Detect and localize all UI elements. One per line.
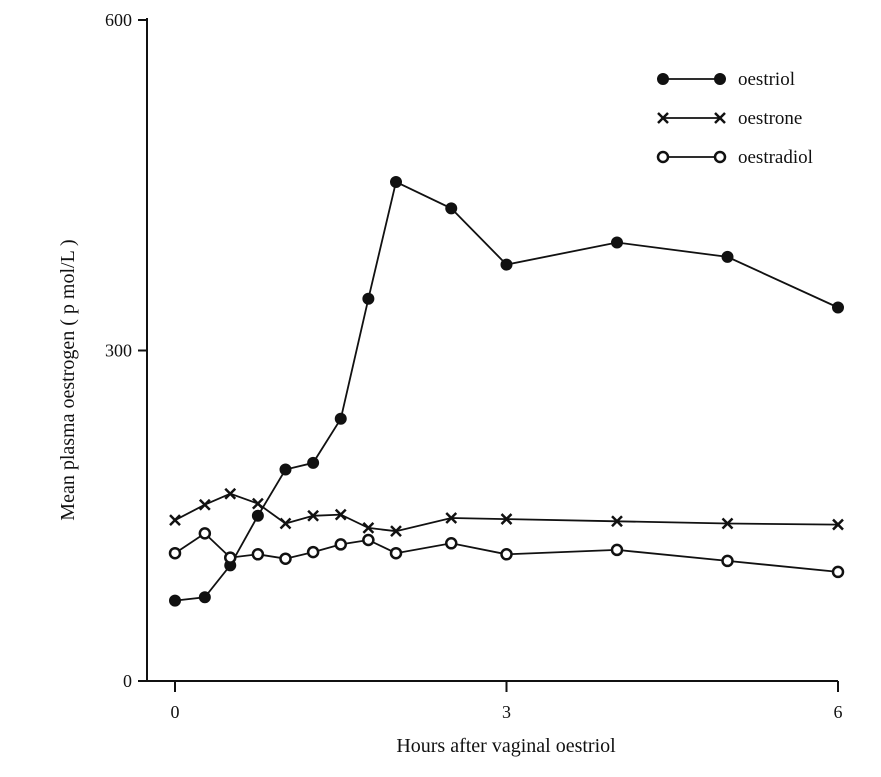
cross-stroke	[390, 525, 402, 538]
series-line-oestrone	[174, 492, 839, 533]
x-tick-label: 3	[502, 702, 511, 722]
x-tick-label: 6	[834, 702, 843, 722]
x-tick-label: 0	[171, 702, 180, 722]
data-point-oestrone	[390, 525, 402, 538]
data-point-oestrone	[224, 487, 237, 500]
data-point-oestrone	[500, 513, 513, 525]
cross-stroke	[657, 112, 669, 124]
data-point-oestrone	[334, 508, 347, 521]
legend-item-oestriol: oestriol	[657, 69, 795, 90]
data-point-oestradiol	[198, 527, 212, 540]
legend-marker	[657, 73, 669, 85]
data-point-oestradiol	[389, 546, 403, 560]
series-line-oestriol	[174, 180, 839, 602]
data-point-oestradiol	[445, 537, 458, 550]
data-point-oestradiol	[500, 548, 513, 561]
data-point-oestrone	[198, 498, 211, 511]
legend: oestriol oestrone oestradiol	[656, 69, 813, 168]
series-oestrone	[169, 487, 844, 538]
data-point-oestrone	[445, 512, 458, 524]
data-point-oestriol	[832, 301, 844, 314]
cross-stroke	[251, 497, 264, 510]
data-point-oestradiol	[334, 538, 347, 551]
legend-marker	[714, 112, 726, 124]
cross-stroke	[721, 517, 734, 530]
legend-item-oestradiol: oestradiol	[656, 147, 813, 168]
y-tick-label: 300	[105, 341, 132, 361]
cross-stroke	[198, 498, 211, 511]
data-point-oestradiol	[721, 554, 734, 568]
cross-stroke	[307, 509, 320, 522]
cross-stroke	[169, 514, 181, 527]
cross-stroke	[279, 517, 292, 530]
legend-label: oestrone	[738, 108, 802, 129]
data-point-oestrone	[251, 497, 264, 510]
series-oestradiol	[168, 527, 845, 579]
data-point-oestriol	[251, 509, 264, 522]
series-layer	[168, 175, 845, 607]
cross-stroke	[334, 508, 347, 521]
data-point-oestradiol	[224, 551, 237, 564]
data-point-oestradiol	[831, 565, 845, 579]
cross-stroke	[500, 513, 513, 525]
cross-stroke	[362, 521, 375, 534]
data-point-oestriol	[169, 594, 181, 607]
legend-marker	[713, 150, 727, 164]
x-axis-title: Hours after vaginal oestriol	[396, 735, 616, 757]
legend-label: oestriol	[738, 69, 795, 90]
cross-stroke	[611, 515, 623, 528]
data-point-oestrone	[279, 517, 292, 530]
cross-stroke	[224, 487, 237, 500]
data-point-oestrone	[362, 521, 375, 534]
cross-stroke	[714, 112, 726, 124]
cross-stroke	[832, 518, 844, 531]
legend-marker	[714, 73, 726, 85]
legend-marker	[656, 150, 670, 164]
data-point-oestriol	[445, 202, 458, 215]
data-point-oestriol	[362, 292, 375, 305]
data-point-oestriol	[721, 250, 734, 263]
y-tick-label: 600	[105, 10, 132, 30]
data-point-oestriol	[307, 456, 320, 469]
data-point-oestriol	[279, 463, 292, 476]
legend-marker	[657, 112, 669, 124]
legend-label: oestradiol	[738, 147, 813, 168]
data-point-oestrone	[611, 515, 623, 528]
cross-stroke	[445, 512, 458, 524]
data-point-oestriol	[390, 175, 402, 188]
series-oestriol	[169, 175, 844, 607]
data-point-oestradiol	[362, 533, 375, 547]
y-tick-label: 0	[123, 671, 132, 691]
x-ticks: 0 3 6	[171, 681, 843, 722]
data-point-oestriol	[611, 236, 623, 249]
data-point-oestriol	[198, 591, 211, 604]
data-point-oestrone	[721, 517, 734, 530]
y-ticks: 0 300 600	[105, 10, 147, 691]
data-point-oestrone	[169, 514, 181, 527]
legend-item-oestrone: oestrone	[657, 108, 802, 129]
data-point-oestradiol	[306, 545, 320, 559]
data-point-oestriol	[334, 412, 347, 425]
y-axis-title: Mean plasma oestrogen ( p mol/L )	[57, 239, 79, 520]
data-point-oestradiol	[251, 548, 265, 561]
data-point-oestrone	[832, 518, 844, 531]
data-point-oestradiol	[168, 546, 182, 560]
data-point-oestrone	[307, 509, 320, 522]
data-point-oestradiol	[279, 552, 292, 565]
data-point-oestriol	[500, 258, 513, 271]
data-point-oestradiol	[610, 543, 624, 557]
